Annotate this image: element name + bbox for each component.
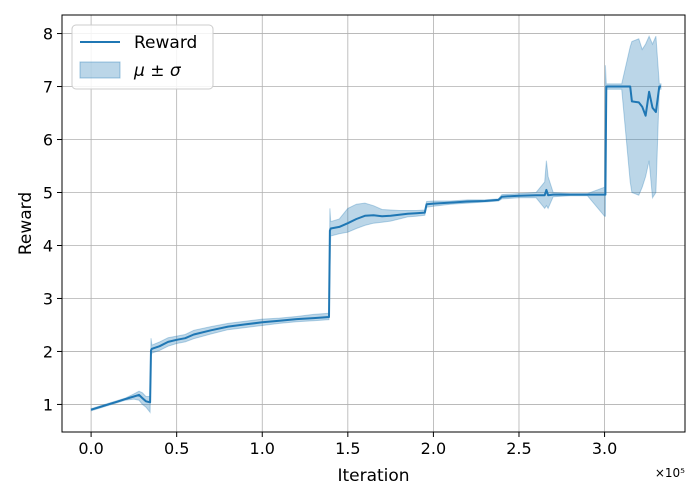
y-tick-label: 1: [43, 395, 53, 414]
x-tick-label: 0.5: [164, 439, 189, 458]
y-tick-label: 4: [43, 236, 53, 255]
std-band: [90, 34, 662, 414]
y-tick-label: 6: [43, 131, 53, 150]
y-tick-label: 5: [43, 184, 53, 203]
legend-reward-label: Reward: [134, 33, 197, 53]
x-tick-label: 3.0: [592, 439, 617, 458]
x-tick-label: 2.5: [506, 439, 531, 458]
y-tick-label: 3: [43, 289, 53, 308]
x-tick-label: 1.5: [335, 439, 360, 458]
x-tick-label: 1.0: [250, 439, 275, 458]
x-axis-multiplier: ×10⁵: [655, 466, 685, 480]
x-tick-label: 2.0: [421, 439, 446, 458]
y-tick-label: 2: [43, 342, 53, 361]
grid-lines: [62, 15, 685, 432]
x-axis-ticks: 0.0 0.5 1.0 1.5 2.0 2.5 3.0: [78, 432, 617, 458]
plot-frame: [61, 14, 686, 433]
legend-band-label: μ ± σ: [133, 61, 182, 81]
reward-line: [90, 85, 661, 411]
reward-line-layer: [90, 85, 661, 411]
y-axis-label: Reward: [16, 192, 36, 255]
y-tick-label: 7: [43, 78, 53, 97]
y-axis-ticks: 1 2 3 4 5 6 7 8: [43, 25, 62, 414]
y-tick-label: 8: [43, 25, 53, 44]
legend: Reward μ ± σ: [71, 24, 214, 90]
x-axis-label: Iteration: [337, 466, 409, 486]
std-band-layer: [90, 34, 662, 414]
legend-band-swatch: [79, 61, 121, 79]
x-tick-label: 0.0: [78, 439, 103, 458]
